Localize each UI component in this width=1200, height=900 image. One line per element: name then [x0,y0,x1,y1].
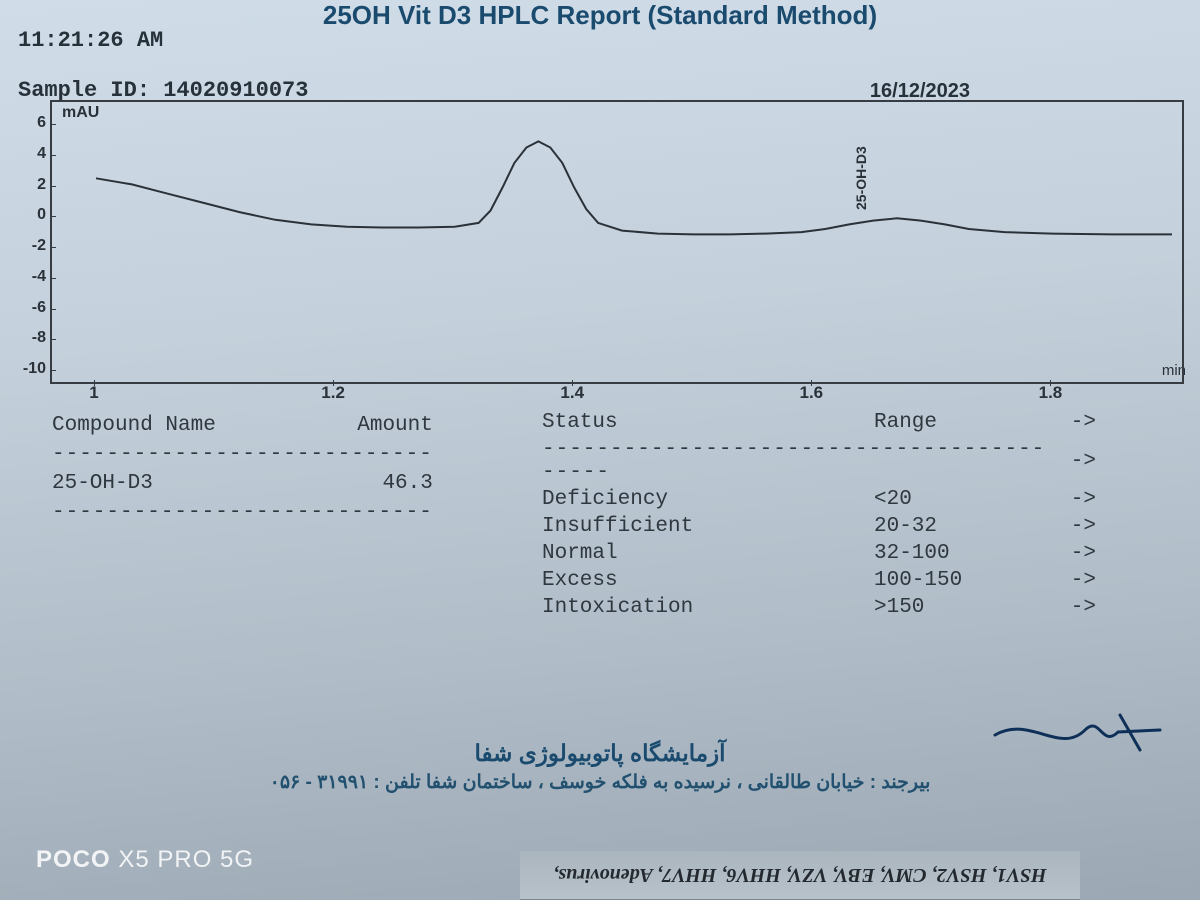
range-value: 20-32 [874,514,1054,539]
col-compound: Compound Name [42,412,304,439]
col-range: Range [874,410,1054,435]
range-table: Status Range -> ------------------------… [540,408,1098,622]
range-status: Deficiency [542,487,872,512]
range-status: Excess [542,568,872,593]
range-row: Excess100-150-> [542,568,1096,593]
y-tick-label: 4 [6,145,46,163]
range-row: Deficiency<20-> [542,487,1096,512]
watermark-model: X5 PRO 5G [111,846,254,873]
range-value: <20 [874,487,1054,512]
back-paper-text: HSV1, HSV2, CMV, EBV, VZV, HHV6, HHV7, A… [520,851,1080,900]
chromatogram-svg [52,102,1182,382]
range-row: Intoxication>150-> [542,595,1096,620]
range-value: 100-150 [874,568,1054,593]
lab-footer: آزمایشگاه پاتوبیولوژی شفا بیرجند : خیابا… [0,740,1200,794]
x-tick-label: 1 [74,383,114,403]
range-row: Normal32-100-> [542,541,1096,566]
x-tick-label: 1.4 [552,383,592,403]
y-tick-label: -10 [6,360,46,378]
row-arrow: -> [1056,514,1096,539]
compound-name: 25-OH-D3 [42,470,304,497]
col-status: Status [542,410,872,435]
row-arrow: -> [1056,568,1096,593]
range-status: Insufficient [542,514,872,539]
table-divider: ---------------------------- [42,441,443,468]
x-tick-label: 1.6 [791,383,831,403]
compound-amount: 46.3 [306,470,442,497]
col-arrow: -> [1056,410,1096,435]
row-arrow: -> [1056,541,1096,566]
y-tick-label: -4 [6,268,46,286]
x-tick-label: 1.8 [1030,383,1070,403]
row-arrow: -> [1056,487,1096,512]
range-divider: ----------------------------------------… [542,437,1054,485]
range-status: Normal [542,541,872,566]
peak-label: 25-OH-D3 [853,146,869,210]
table-divider-2: ---------------------------- [42,499,443,526]
lab-address: بیرجند : خیابان طالقانی ، نرسیده به فلکه… [0,771,1200,794]
report-time: 11:21:26 AM [18,28,163,53]
x-tick-label: 1.2 [313,383,353,403]
row-arrow: -> [1056,595,1096,620]
y-tick-label: -2 [6,237,46,255]
range-status: Intoxication [542,595,872,620]
report-paper: 25OH Vit D3 HPLC Report (Standard Method… [0,0,1200,900]
col-amount: Amount [306,412,442,439]
y-tick-label: 0 [6,206,46,224]
range-row: Insufficient20-32-> [542,514,1096,539]
row-arrow: -> [1056,437,1096,485]
lab-name: آزمایشگاه پاتوبیولوژی شفا [0,740,1200,767]
chromatogram-chart [50,100,1184,384]
watermark-brand: POCO [36,846,111,873]
compound-table: Compound Name Amount -------------------… [40,410,445,528]
phone-watermark: POCO X5 PRO 5G [36,846,254,874]
report-title: 25OH Vit D3 HPLC Report (Standard Method… [0,0,1200,31]
y-tick-label: 6 [6,114,46,132]
range-value: 32-100 [874,541,1054,566]
y-tick-label: -8 [6,329,46,347]
y-tick-label: 2 [6,176,46,194]
range-value: >150 [874,595,1054,620]
y-tick-label: -6 [6,299,46,317]
